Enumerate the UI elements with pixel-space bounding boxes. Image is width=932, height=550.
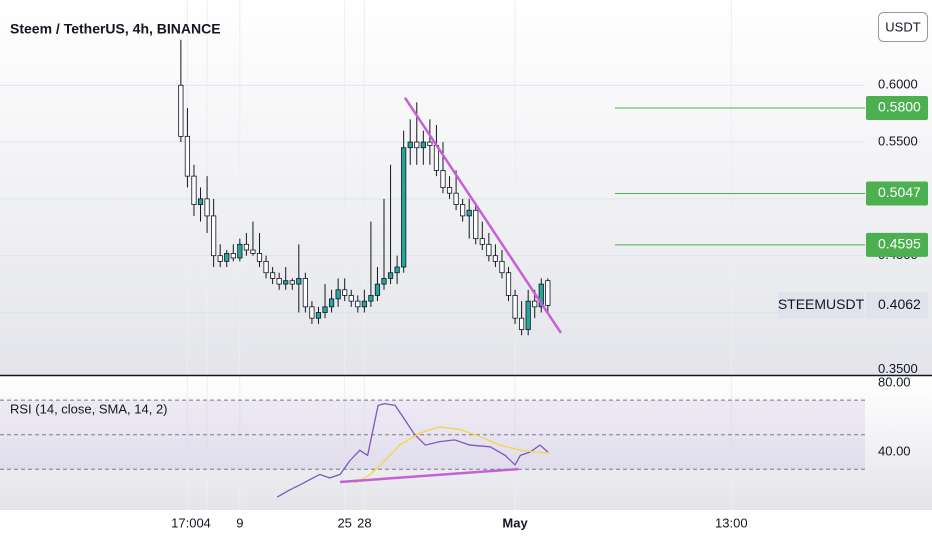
candle-body xyxy=(492,255,499,262)
candle-body xyxy=(532,300,538,308)
trend-line xyxy=(403,97,562,334)
candle-body xyxy=(361,300,367,308)
candle-body xyxy=(309,306,315,319)
level-label: 0.5800 xyxy=(878,99,921,115)
trend-line xyxy=(340,467,519,484)
candle-body xyxy=(348,295,354,302)
candle-body xyxy=(211,215,217,257)
candle-body xyxy=(335,289,341,300)
candle-body xyxy=(453,192,459,205)
currency-label[interactable]: USDT xyxy=(885,19,920,34)
x-tick-label: 13:00 xyxy=(715,515,748,530)
candle-body xyxy=(197,198,204,205)
candle-body xyxy=(302,278,308,308)
candle-body xyxy=(243,243,249,251)
symbol-badge xyxy=(778,292,864,319)
candle-body xyxy=(368,295,374,302)
candle-body xyxy=(420,141,426,149)
candle-body xyxy=(440,170,446,188)
rsi-line xyxy=(354,426,550,484)
rsi-title: RSI (14, close, SMA, 14, 2) xyxy=(10,401,168,416)
y-tick-label: 0.3500 xyxy=(878,361,918,376)
candle-body xyxy=(217,255,223,262)
candle-body xyxy=(322,306,328,313)
y-tick-label: 40.00 xyxy=(878,443,911,458)
candle-body xyxy=(499,260,505,274)
main-panel xyxy=(0,0,932,375)
candle-body xyxy=(276,278,282,285)
candle-body xyxy=(178,84,184,137)
candle-body xyxy=(230,253,236,259)
level-badge xyxy=(866,181,928,206)
candle-body xyxy=(191,175,197,205)
level-badge xyxy=(866,95,928,120)
candle-body xyxy=(401,147,407,268)
x-tick-label: 4 xyxy=(203,515,210,530)
candle-body xyxy=(519,317,525,330)
candle-body xyxy=(184,135,191,177)
price-badge xyxy=(866,292,928,319)
candle-body xyxy=(479,238,485,245)
level-label: 0.4595 xyxy=(878,236,921,252)
candle-body xyxy=(315,312,322,319)
candle-body xyxy=(427,141,433,146)
candle-body xyxy=(473,209,479,240)
candle-body xyxy=(224,253,230,262)
candle-body xyxy=(381,278,387,285)
currency-button[interactable] xyxy=(878,12,928,42)
candle-body xyxy=(387,272,394,279)
x-tick-label: May xyxy=(502,515,528,530)
candle-body xyxy=(250,249,256,254)
y-tick-label: 80.00 xyxy=(878,374,911,389)
x-tick-label: 9 xyxy=(236,515,243,530)
x-tick-label: 28 xyxy=(357,515,371,530)
level-label: 0.5047 xyxy=(878,184,921,200)
rsi-band xyxy=(0,400,865,470)
candle-body xyxy=(414,141,420,149)
candle-body xyxy=(328,298,335,308)
candle-body xyxy=(505,272,512,296)
candle-body xyxy=(342,289,348,296)
candle-body xyxy=(204,198,210,217)
candle-body xyxy=(289,280,295,285)
candle-body xyxy=(446,187,453,194)
candle-body xyxy=(374,283,381,296)
candle-body xyxy=(283,280,289,285)
price-label: 0.4062 xyxy=(878,296,921,312)
candle-body xyxy=(394,266,400,274)
candle-body xyxy=(263,260,269,274)
level-badge xyxy=(866,232,928,257)
candle-body xyxy=(545,280,551,306)
candle-body xyxy=(355,300,361,308)
candle-body xyxy=(407,141,413,149)
chart-title: Steem / TetherUS, 4h, BINANCE xyxy=(10,21,221,37)
symbol-label: STEEMUSDT xyxy=(778,296,865,312)
x-tick-label: 25 xyxy=(337,515,351,530)
candle-body xyxy=(512,295,518,319)
candle-body xyxy=(538,283,544,308)
candle-body xyxy=(296,278,302,285)
candle-body xyxy=(460,204,466,217)
candle-body xyxy=(525,300,531,330)
x-tick-label: 17:00 xyxy=(171,515,204,530)
y-tick-label: 0.5500 xyxy=(878,133,918,148)
candle-body xyxy=(237,243,243,259)
candle-body xyxy=(256,253,263,262)
rsi-line xyxy=(276,402,549,498)
rsi-panel xyxy=(0,376,932,510)
candle-body xyxy=(486,243,492,257)
y-tick-label: 0.6000 xyxy=(878,77,918,92)
candle-body xyxy=(466,209,472,217)
candle-body xyxy=(270,272,276,279)
